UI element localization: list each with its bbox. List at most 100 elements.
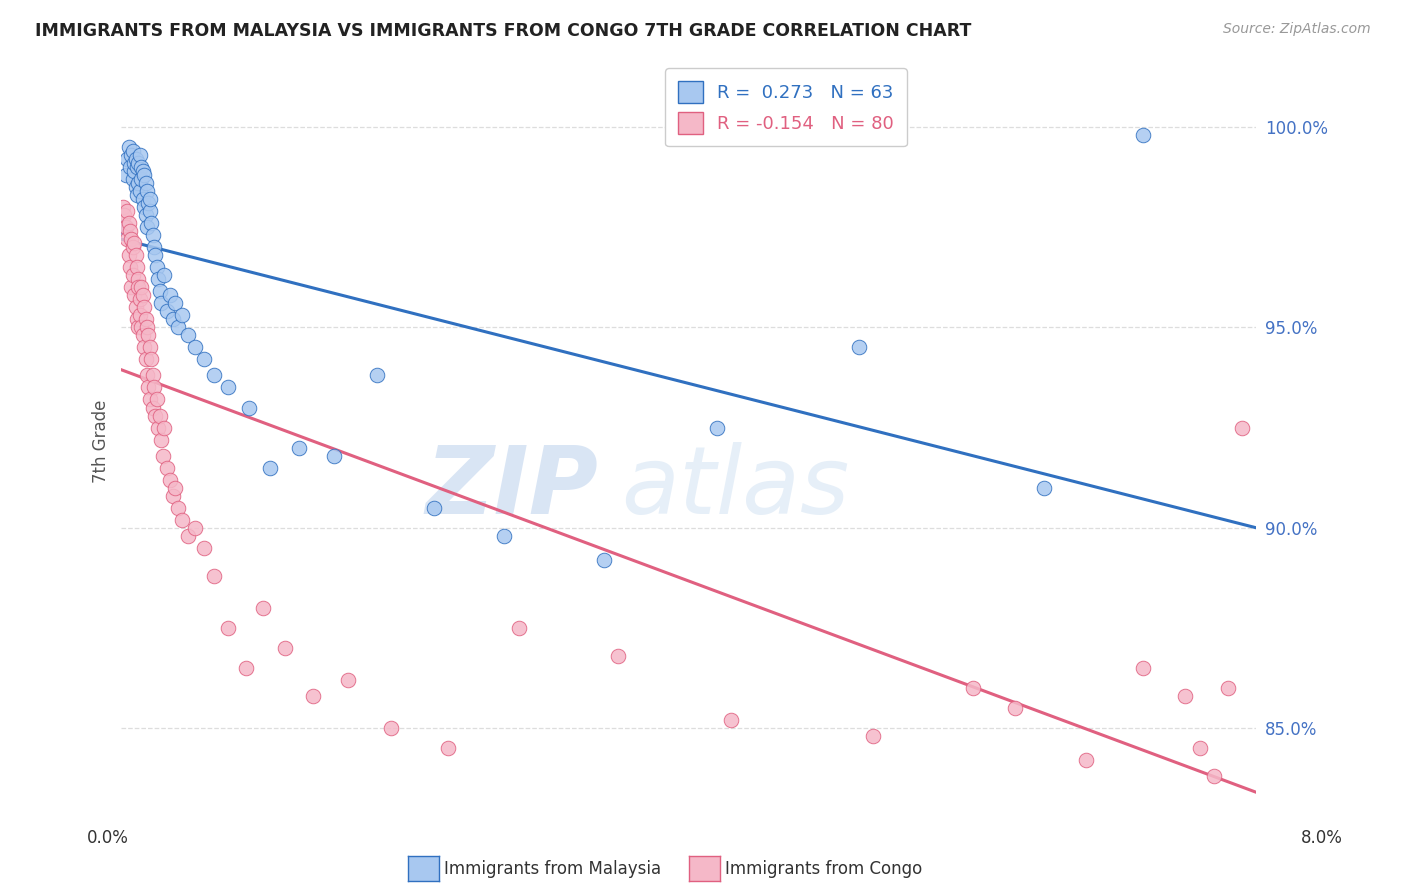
Point [152, 449, 174, 463]
Point [848, 341, 870, 355]
Point [115, 204, 138, 219]
Point [115, 153, 138, 167]
Point [127, 320, 149, 334]
Point [135, 352, 157, 367]
Point [120, 148, 142, 162]
Point [122, 236, 145, 251]
Point [156, 304, 179, 318]
Point [238, 401, 260, 415]
Point [508, 621, 530, 635]
Point [592, 552, 614, 566]
Point [139, 192, 162, 206]
Point [138, 328, 160, 343]
Point [127, 272, 149, 286]
Point [120, 232, 142, 246]
Text: 0.0%: 0.0% [87, 830, 129, 847]
Point [1174, 689, 1197, 703]
Point [143, 380, 166, 394]
Point [149, 409, 172, 423]
Point [1132, 128, 1154, 143]
Point [1076, 753, 1098, 767]
Point [121, 172, 143, 186]
Point [1032, 481, 1054, 495]
Point [380, 721, 402, 735]
Point [202, 568, 225, 582]
Point [366, 368, 388, 383]
Point [114, 220, 136, 235]
Point [139, 341, 162, 355]
Point [217, 621, 239, 635]
Point [134, 301, 156, 315]
Point [122, 164, 145, 178]
Point [706, 420, 728, 434]
Point [118, 224, 141, 238]
Point [132, 192, 155, 206]
Point [436, 740, 458, 755]
Point [139, 392, 162, 407]
Point [132, 164, 155, 178]
Point [607, 648, 630, 663]
Point [422, 500, 444, 515]
Point [217, 380, 239, 394]
Point [112, 220, 135, 235]
Point [259, 460, 281, 475]
Point [252, 600, 274, 615]
Point [162, 489, 184, 503]
Point [129, 161, 152, 175]
Point [184, 521, 207, 535]
Point [323, 449, 346, 463]
Point [146, 260, 169, 275]
Point [862, 729, 884, 743]
Point [1232, 420, 1254, 434]
Point [125, 260, 148, 275]
Point [134, 168, 156, 182]
Point [156, 460, 179, 475]
Point [145, 409, 167, 423]
Point [165, 296, 187, 310]
Point [159, 288, 181, 302]
Point [124, 153, 146, 167]
Point [148, 272, 170, 286]
Point [145, 248, 167, 262]
Point [135, 176, 157, 190]
Point [1216, 681, 1239, 695]
Point [167, 500, 190, 515]
Text: 8.0%: 8.0% [1301, 830, 1343, 847]
Point [132, 288, 155, 302]
Point [136, 320, 159, 334]
Point [134, 200, 156, 214]
Point [141, 216, 163, 230]
Point [138, 380, 160, 394]
Point [1132, 661, 1154, 675]
Point [138, 196, 160, 211]
Point [142, 228, 165, 243]
Point [127, 156, 149, 170]
Point [150, 433, 173, 447]
Point [172, 309, 194, 323]
Point [146, 392, 169, 407]
Point [1202, 769, 1225, 783]
Point [111, 200, 134, 214]
Point [117, 248, 139, 262]
Text: Immigrants from Congo: Immigrants from Congo [725, 860, 922, 878]
Text: Immigrants from Malaysia: Immigrants from Malaysia [444, 860, 661, 878]
Point [117, 140, 139, 154]
Point [129, 320, 152, 334]
Point [128, 184, 150, 198]
Point [121, 240, 143, 254]
Point [129, 172, 152, 186]
Point [125, 188, 148, 202]
Point [128, 309, 150, 323]
Point [165, 481, 187, 495]
Legend: R =  0.273   N = 63, R = -0.154   N = 80: R = 0.273 N = 63, R = -0.154 N = 80 [665, 68, 907, 146]
Point [172, 513, 194, 527]
Point [135, 208, 157, 222]
Point [124, 180, 146, 194]
Point [193, 352, 215, 367]
Point [153, 268, 176, 283]
Point [720, 713, 742, 727]
Point [184, 341, 207, 355]
Point [121, 268, 143, 283]
Point [273, 640, 295, 655]
Point [118, 161, 141, 175]
